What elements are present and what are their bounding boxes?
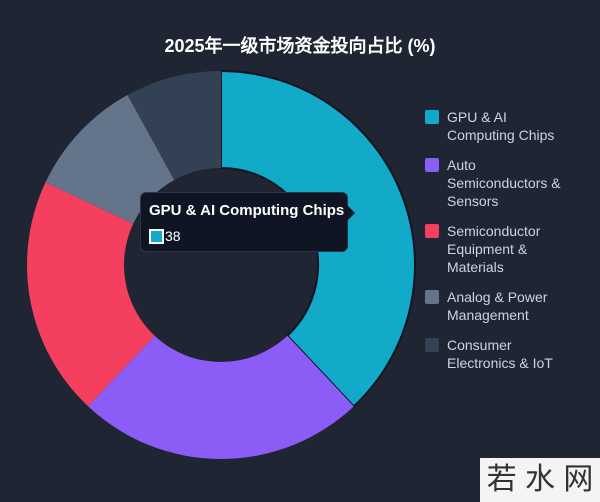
slice[interactable] — [88, 335, 354, 460]
legend-label: Analog & Power Management — [447, 289, 548, 323]
legend-item[interactable]: Consumer Electronics & IoT — [425, 336, 575, 372]
tooltip-swatch — [149, 229, 164, 244]
tooltip: GPU & AI Computing Chips 38 — [140, 192, 355, 252]
legend-label: Auto Semiconductors & Sensors — [447, 157, 561, 209]
legend-item[interactable]: GPU & AI Computing Chips — [425, 108, 575, 144]
slice[interactable] — [127, 71, 221, 180]
tooltip-value: 38 — [165, 228, 181, 244]
legend-swatch — [425, 338, 439, 352]
legend-label: Consumer Electronics & IoT — [447, 337, 553, 371]
legend-swatch — [425, 290, 439, 304]
legend-label: GPU & AI Computing Chips — [447, 109, 555, 143]
tooltip-title: GPU & AI Computing Chips — [149, 202, 345, 219]
legend-item[interactable]: Auto Semiconductors & Sensors — [425, 156, 575, 210]
legend-swatch — [425, 224, 439, 238]
chart-title: 2025年一级市场资金投向占比 (%) — [164, 35, 435, 56]
watermark: 若 水 网 — [480, 458, 600, 502]
legend-item[interactable]: Semiconductor Equipment & Materials — [425, 222, 575, 276]
legend-swatch — [425, 110, 439, 124]
legend-swatch — [425, 158, 439, 172]
slice[interactable] — [45, 94, 175, 224]
legend-label: Semiconductor Equipment & Materials — [447, 223, 541, 275]
slice[interactable] — [26, 182, 155, 407]
legend: GPU & AI Computing Chips Auto Semiconduct… — [425, 108, 575, 384]
legend-item[interactable]: Analog & Power Management — [425, 288, 575, 324]
